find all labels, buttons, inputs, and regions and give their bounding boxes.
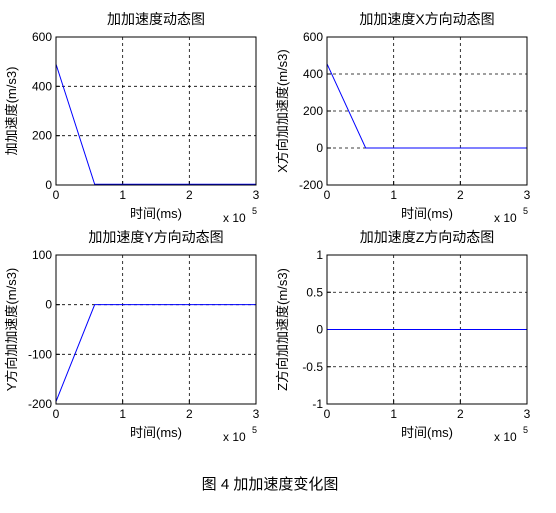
y-tick-label: -1 [312,397,323,411]
y-tick-label: 200 [32,129,52,143]
subplot-title: 加加速度Z方向动态图 [360,229,495,245]
y-tick-label: 0 [316,323,323,337]
axes-box [326,36,528,186]
plot-area [56,255,256,404]
x-tick-label: 2 [457,188,464,202]
axes-box [55,36,257,186]
x-tick-label: 1 [390,407,397,421]
y-tick-label: 1 [316,248,323,262]
subplot-title: 加加速度X方向动态图 [359,11,494,27]
y-tick-label: 400 [303,67,323,81]
x-tick-label: 3 [524,407,531,421]
data-line [326,63,527,149]
plot-area [327,37,527,185]
x-axis-label: 时间(ms) [130,206,182,221]
y-axis-label: Z方向加加速度(m/s3) [275,268,290,391]
x-tick-label: 3 [524,188,531,202]
y-tick-label: 0 [45,178,52,192]
x-tick-label: 0 [53,188,60,202]
x-tick-label: 0 [324,407,331,421]
x-tick-label: 2 [186,188,193,202]
data-line [55,304,256,402]
y-tick-label: 600 [32,30,52,44]
x-tick-label: 0 [324,188,331,202]
x-multiplier: x 10 [494,430,517,444]
y-tick-label: 0.5 [306,285,323,299]
x-multiplier: x 10 [223,430,246,444]
x-multiplier: x 10 [494,211,517,225]
x-axis-label: 时间(ms) [401,206,453,221]
x-multiplier-exponent: 5 [523,206,528,216]
axes-box [326,254,528,405]
y-tick-label: 100 [32,248,52,262]
y-tick-label: 200 [303,104,323,118]
x-tick-label: 3 [253,407,260,421]
axes-box [55,254,257,405]
x-tick-label: 1 [390,188,397,202]
x-tick-label: 2 [457,407,464,421]
y-tick-label: -100 [28,347,52,361]
y-axis-label: 加加速度(m/s3) [4,67,19,156]
y-tick-label: -200 [28,397,52,411]
y-axis-label: Y方向加加速度(m/s3) [4,268,19,392]
x-tick-label: 0 [53,407,60,421]
x-multiplier-exponent: 5 [252,206,257,216]
x-axis-label: 时间(ms) [401,425,453,440]
x-tick-label: 2 [186,407,193,421]
x-axis-label: 时间(ms) [130,425,182,440]
x-multiplier-exponent: 5 [252,425,257,435]
x-tick-label: 1 [119,188,126,202]
y-tick-label: -200 [299,178,323,192]
y-tick-label: 0 [316,141,323,155]
figure-caption: 图 4 加加速度变化图 [202,476,339,493]
subplot-title: 加加速度动态图 [107,11,205,27]
y-axis-label: X方向加加速度(m/s3) [275,49,290,173]
x-tick-label: 1 [119,407,126,421]
y-tick-label: -0.5 [302,360,323,374]
data-line [55,63,256,185]
subplot-title: 加加速度Y方向动态图 [88,229,223,245]
y-tick-label: 0 [45,298,52,312]
y-tick-label: 600 [303,30,323,44]
plot-area [56,37,256,185]
y-tick-label: 400 [32,79,52,93]
x-multiplier: x 10 [223,211,246,225]
x-multiplier-exponent: 5 [523,425,528,435]
x-tick-label: 3 [253,188,260,202]
